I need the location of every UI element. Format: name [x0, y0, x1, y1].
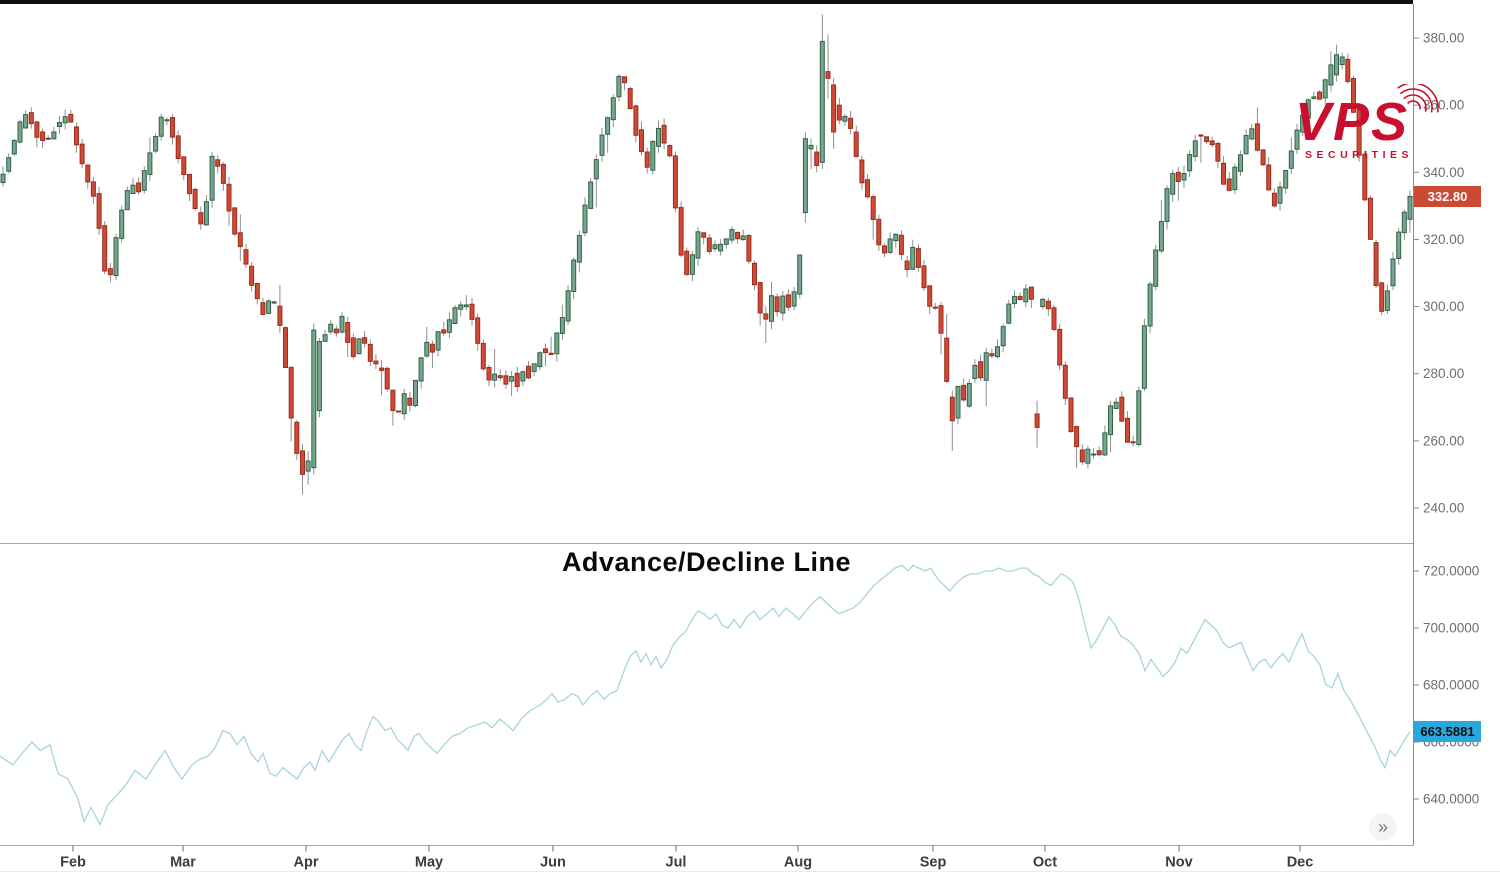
svg-text:Sep: Sep	[920, 855, 947, 871]
svg-text:Aug: Aug	[784, 855, 812, 871]
svg-text:280.00: 280.00	[1423, 366, 1464, 381]
svg-text:680.0000: 680.0000	[1423, 678, 1479, 693]
svg-text:320.00: 320.00	[1423, 232, 1464, 247]
svg-text:340.00: 340.00	[1423, 165, 1464, 180]
svg-text:640.0000: 640.0000	[1423, 792, 1479, 807]
svg-text:May: May	[415, 855, 443, 871]
svg-text:240.00: 240.00	[1423, 501, 1464, 516]
bottom-hairline	[0, 871, 1500, 872]
ad-last-value-badge: 663.5881	[1414, 721, 1481, 742]
svg-text:720.0000: 720.0000	[1423, 564, 1479, 579]
svg-text:Oct: Oct	[1033, 855, 1057, 871]
last-price-badge: 332.80	[1414, 186, 1481, 207]
svg-text:Apr: Apr	[294, 855, 319, 871]
svg-text:Jun: Jun	[540, 855, 566, 871]
svg-text:Dec: Dec	[1287, 855, 1314, 871]
svg-text:Jul: Jul	[666, 855, 687, 871]
svg-text:700.0000: 700.0000	[1423, 621, 1479, 636]
ad-line-series	[0, 564, 1411, 827]
candlestick-series	[0, 40, 1413, 475]
price-axis: 380.00 360.00 340.00 320.00 300.00 280.00 260.…	[1413, 31, 1464, 516]
candle-wicks	[2, 14, 1411, 495]
svg-text:360.00: 360.00	[1423, 98, 1464, 113]
svg-text:380.00: 380.00	[1423, 31, 1464, 46]
expand-chevron-icon[interactable]: »	[1369, 813, 1397, 841]
svg-text:Nov: Nov	[1165, 855, 1192, 871]
time-axis: Feb Mar Apr May Jun Jul Aug Sep Oct Nov Dec	[60, 845, 1314, 871]
chart-frame	[0, 0, 1414, 846]
svg-text:260.00: 260.00	[1423, 433, 1464, 448]
svg-text:300.00: 300.00	[1423, 299, 1464, 314]
svg-text:Feb: Feb	[60, 855, 86, 871]
svg-text:Mar: Mar	[170, 855, 196, 871]
